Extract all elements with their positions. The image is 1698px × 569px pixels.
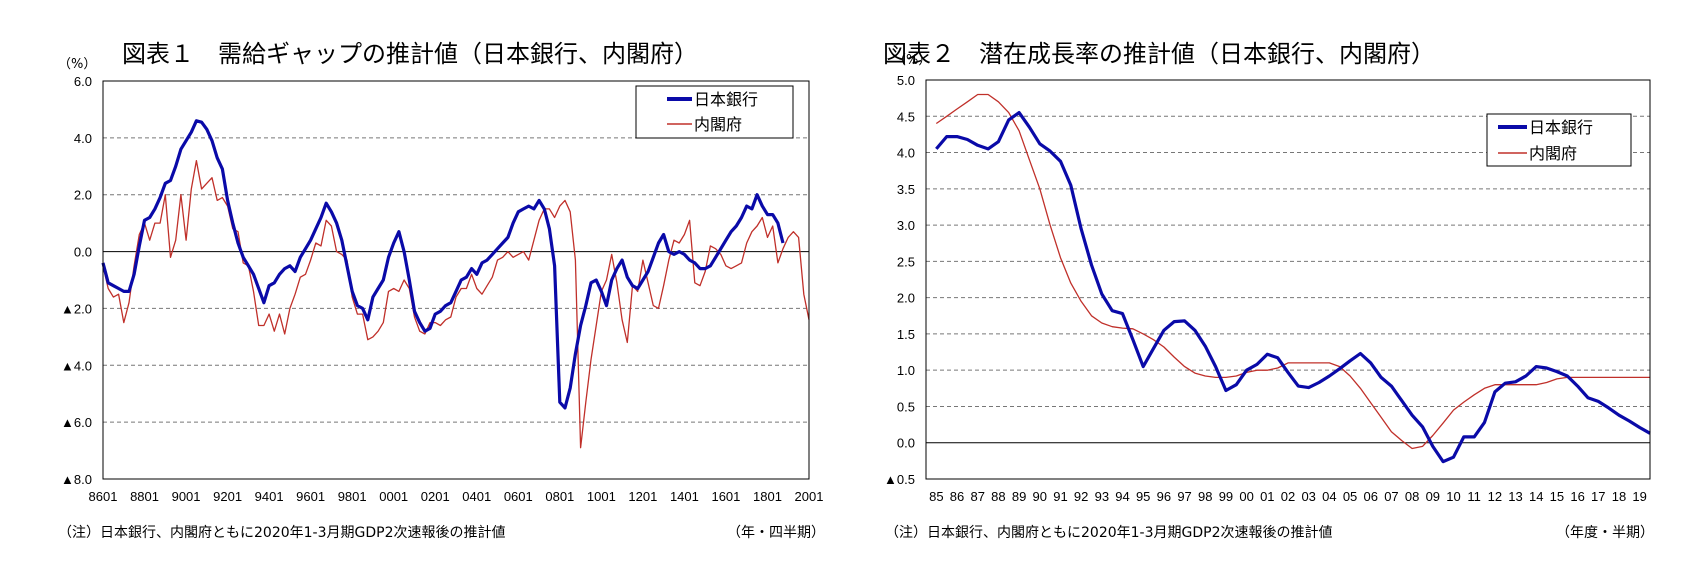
chart-1-x-tick-label: 0801 <box>545 489 574 504</box>
chart-2-legend-label-boj: 日本銀行 <box>1529 118 1593 137</box>
chart-2-legend: 日本銀行 内閣府 <box>1486 113 1632 167</box>
chart-1-legend-label-cao: 内閣府 <box>694 115 742 134</box>
chart-1-legend: 日本銀行 内閣府 <box>635 85 794 139</box>
chart-2-x-tick-label: 88 <box>991 489 1005 504</box>
chart-2-y-tick-label: 0.5 <box>897 399 915 414</box>
chart-1-x-tick-label: 2001 <box>795 489 824 504</box>
chart-1-y-tick-label: ▲4.0 <box>61 358 92 373</box>
chart-2-x-tick-label: 96 <box>1157 489 1171 504</box>
chart-1-legend-label-boj: 日本銀行 <box>694 90 758 109</box>
chart-1-y-tick-label: 0.0 <box>74 245 92 260</box>
chart-2-x-tick-label: 97 <box>1177 489 1191 504</box>
chart-2-x-tick-label: 14 <box>1529 489 1543 504</box>
chart-2-x-tick-label: 94 <box>1115 489 1129 504</box>
chart-panel-2: 図表２ 潜在成長率の推計値（日本銀行、内閣府） （%） 5.0 4.5 4.0 3.5… <box>849 0 1698 569</box>
chart-2-svg: 図表２ 潜在成長率の推計値（日本銀行、内閣府） （%） 5.0 4.5 4.0 3.5… <box>883 40 1654 541</box>
chart-2-legend-box <box>1486 113 1632 167</box>
chart-2-legend-label-cao: 内閣府 <box>1529 144 1577 163</box>
chart-2-x-tick-label: 11 <box>1467 489 1481 504</box>
chart-2-x-tick-label: 92 <box>1074 489 1088 504</box>
chart-2-y-tick-label: 3.0 <box>897 218 915 233</box>
chart-1-x-tick-label: 0401 <box>462 489 491 504</box>
chart-1-x-tick-label: 8601 <box>89 489 118 504</box>
chart-1-x-tick-label: 9401 <box>255 489 284 504</box>
chart-2-x-tick-label: 08 <box>1405 489 1419 504</box>
chart-1-x-tick-label: 9801 <box>338 489 367 504</box>
chart-2-x-tick-label: 03 <box>1301 489 1315 504</box>
chart-1-svg: 図表１ 需給ギャップの推計値（日本銀行、内閣府） （%） 6.0 4.0 2.0 0.… <box>58 40 825 541</box>
chart-1-unit-label: （%） <box>58 57 96 72</box>
chart-2-x-tick-label: 91 <box>1053 489 1067 504</box>
chart-2-x-tick-label: 16 <box>1570 489 1584 504</box>
chart-2-x-tick-label: 10 <box>1446 489 1460 504</box>
chart-1-x-tick-label: 1601 <box>711 489 740 504</box>
chart-1-x-unit: （年・四半期） <box>727 525 825 541</box>
chart-2-x-tick-label: 99 <box>1219 489 1233 504</box>
chart-2-series-line-cao <box>935 93 1650 450</box>
chart-2-y-tick-label: 3.5 <box>897 182 915 197</box>
chart-2-y-tick-label: 4.5 <box>897 109 915 124</box>
chart-2-y-tick-label: 5.0 <box>897 73 915 88</box>
chart-1-x-tick-label: 9601 <box>296 489 325 504</box>
chart-2-y-tick-label: 2.0 <box>897 291 915 306</box>
chart-2-x-tick-label: 93 <box>1095 489 1109 504</box>
chart-2-x-tick-label: 07 <box>1384 489 1398 504</box>
chart-1-y-tick-label: 2.0 <box>74 188 92 203</box>
chart-1-legend-box <box>635 85 794 139</box>
chart-1-title: 図表１ 需給ギャップの推計値（日本銀行、内閣府） <box>122 40 698 68</box>
chart-2-series-line-boj <box>935 110 1651 464</box>
chart-2-x-tick-label: 04 <box>1322 489 1336 504</box>
chart-1-x-tick-label: 9201 <box>213 489 242 504</box>
chart-2-x-tick-label: 00 <box>1239 489 1253 504</box>
chart-2-y-tick-label: ▲0.5 <box>884 472 915 487</box>
chart-2-x-tick-label: 06 <box>1364 489 1378 504</box>
chart-2-x-tick-label: 12 <box>1488 489 1502 504</box>
chart-2-y-tick-label: 4.0 <box>897 146 915 161</box>
chart-1-plot-frame <box>102 80 810 480</box>
chart-1-y-tick-label: ▲2.0 <box>61 301 92 316</box>
chart-1-x-tick-label: 9001 <box>172 489 201 504</box>
chart-2-x-tick-label: 05 <box>1343 489 1357 504</box>
chart-2-x-tick-label: 17 <box>1591 489 1605 504</box>
chart-1-footnote: （注）日本銀行、内閣府ともに2020年1-3月期GDP2次速報後の推計値 <box>58 525 505 541</box>
chart-2-plot-frame <box>925 79 1651 480</box>
chart-2-y-tick-label: 0.0 <box>897 436 915 451</box>
chart-2-x-unit: （年度・半期） <box>1556 525 1654 541</box>
chart-2-x-tick-label: 86 <box>950 489 964 504</box>
chart-1-x-tick-label: 0201 <box>421 489 450 504</box>
chart-2-x-tick-label: 18 <box>1612 489 1626 504</box>
chart-2-title: 図表２ 潜在成長率の推計値（日本銀行、内閣府） <box>883 40 1435 68</box>
chart-1-x-tick-label: 1201 <box>628 489 657 504</box>
chart-1-x-tick-label: 0001 <box>379 489 408 504</box>
chart-1-x-tick-label: 0601 <box>504 489 533 504</box>
chart-2-y-tick-label: 1.0 <box>897 363 915 378</box>
chart-1-y-tick-label: ▲6.0 <box>61 415 92 430</box>
chart-2-x-tick-label: 98 <box>1198 489 1212 504</box>
chart-panel-1: 図表１ 需給ギャップの推計値（日本銀行、内閣府） （%） 6.0 4.0 2.0 0.… <box>58 40 825 541</box>
chart-1-y-tick-label: 6.0 <box>74 74 92 89</box>
chart-2-x-tick-label: 19 <box>1632 489 1646 504</box>
chart-2-x-tick-label: 15 <box>1550 489 1564 504</box>
chart-2-x-tick-label: 01 <box>1260 489 1274 504</box>
chart-2-y-tick-label: 1.5 <box>897 327 915 342</box>
chart-2-x-tick-label: 13 <box>1508 489 1522 504</box>
chart-2-x-tick-label: 85 <box>929 489 943 504</box>
chart-2-unit-label: （%） <box>893 53 931 68</box>
chart-2-x-tick-label: 89 <box>1012 489 1026 504</box>
chart-2-x-tick-label: 87 <box>970 489 984 504</box>
chart-2-x-tick-label: 90 <box>1033 489 1047 504</box>
chart-1-x-tick-label: 1801 <box>753 489 782 504</box>
chart-2-footnote: （注）日本銀行、内閣府ともに2020年1-3月期GDP2次速報後の推計値 <box>885 525 1332 541</box>
chart-2-y-tick-label: 2.5 <box>897 254 915 269</box>
chart-2-x-tick-label: 95 <box>1136 489 1150 504</box>
chart-1-series-line-boj <box>101 119 785 410</box>
chart-1-y-tick-label: ▲8.0 <box>61 472 92 487</box>
chart-2-x-tick-label: 02 <box>1281 489 1295 504</box>
chart-1-x-tick-label: 1001 <box>587 489 616 504</box>
chart-1-y-tick-label: 4.0 <box>74 131 92 146</box>
chart-2-x-tick-label: 09 <box>1426 489 1440 504</box>
chart-1-x-tick-label: 1401 <box>670 489 699 504</box>
chart-1-x-tick-label: 8801 <box>130 489 159 504</box>
chart-1-series-line-cao <box>102 159 810 449</box>
